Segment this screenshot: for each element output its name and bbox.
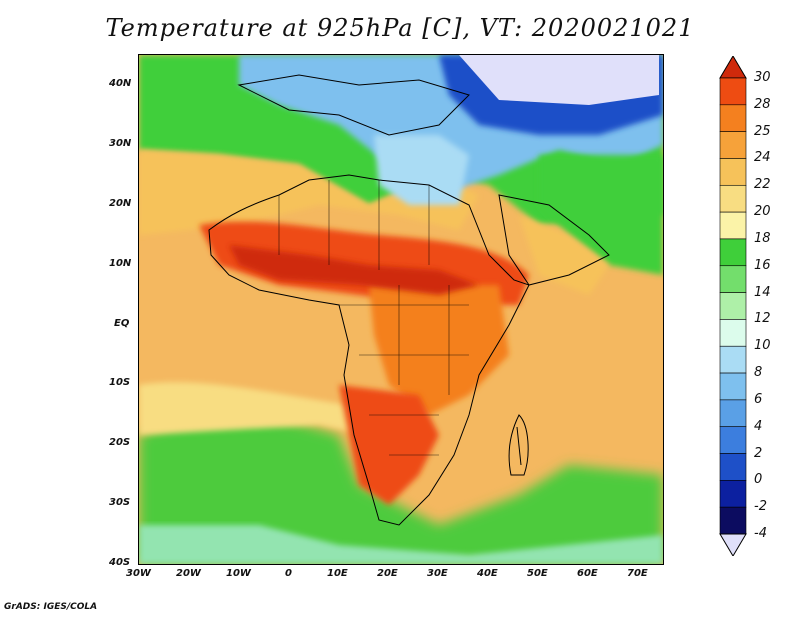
colorbar-swatch bbox=[719, 345, 747, 374]
colorbar-swatch bbox=[719, 426, 747, 454]
lat-tick-label: 30S bbox=[109, 497, 131, 508]
colorbar-swatch bbox=[719, 211, 747, 240]
colorbar-swatch bbox=[719, 399, 747, 428]
colorbar-tick-label: 30 bbox=[754, 70, 771, 85]
colorbar-top-triangle bbox=[719, 56, 747, 79]
coastlines bbox=[208, 74, 610, 526]
colorbar-tick-label: 25 bbox=[754, 123, 771, 139]
colorbar-tick-label: 4 bbox=[754, 418, 763, 434]
colorbar-tick-label: 16 bbox=[754, 257, 771, 273]
lat-tick-label: 10N bbox=[109, 258, 132, 269]
lon-tick-label: 10W bbox=[226, 568, 251, 579]
colorbar-swatch bbox=[719, 184, 747, 213]
lon-tick-label: 70E bbox=[627, 568, 648, 579]
colorbar-swatch bbox=[719, 104, 747, 132]
arabia-yellow bbox=[519, 215, 609, 295]
chart-title: Temperature at 925hPa [C], VT: 202002102… bbox=[105, 14, 695, 42]
north-yellow-band bbox=[139, 150, 479, 235]
lat-tick-label: 40N bbox=[109, 78, 132, 89]
lat-tick-label: EQ bbox=[114, 318, 130, 329]
colorbar-swatch bbox=[719, 158, 747, 186]
south-ocean-yellow-band bbox=[139, 382, 369, 435]
colorbar-tick-label: 2 bbox=[754, 445, 763, 461]
colorbar-tick-label: 8 bbox=[754, 365, 763, 381]
colorbar-tick-label: 12 bbox=[754, 311, 771, 327]
arabia-outline bbox=[498, 194, 610, 286]
lon-tick-label: 20E bbox=[377, 568, 398, 579]
colorbar-tick-label: 28 bbox=[754, 96, 771, 112]
colorbar-swatch bbox=[719, 292, 747, 320]
footer-credit: GrADS: IGES/COLA bbox=[4, 602, 98, 612]
colorbar-tick-label: 10 bbox=[754, 338, 771, 354]
colorbar-swatch bbox=[719, 265, 747, 293]
europe-outline bbox=[237, 74, 470, 136]
colorbar-tick-label: -4 bbox=[754, 526, 767, 541]
colorbar-bottom-triangle bbox=[719, 533, 747, 556]
hot-core-red bbox=[229, 245, 479, 295]
colorbar-swatch bbox=[719, 131, 747, 159]
saharan-blue bbox=[374, 135, 469, 205]
colorbar bbox=[719, 56, 747, 556]
lat-tick-label: 30N bbox=[109, 138, 132, 149]
lon-tick-label: 30W bbox=[126, 568, 151, 579]
colorbar-tick-label: 14 bbox=[754, 284, 771, 300]
arabia-green bbox=[539, 155, 663, 275]
colorbar-tick-label: 22 bbox=[754, 177, 771, 193]
south-ocean-green bbox=[139, 416, 663, 564]
lon-tick-label: 40E bbox=[477, 568, 498, 579]
country-borders bbox=[278, 180, 469, 456]
colorbar-tick-label: -2 bbox=[754, 499, 767, 515]
lat-tick-label: 20N bbox=[109, 198, 132, 209]
madagascar-detail bbox=[516, 426, 522, 466]
temperature-map bbox=[138, 54, 664, 565]
colorbar-swatch bbox=[719, 77, 747, 106]
lon-tick-label: 60E bbox=[577, 568, 598, 579]
colorbar-tick-label: 6 bbox=[754, 391, 763, 407]
lat-tick-label: 40S bbox=[109, 557, 131, 568]
lon-tick-label: 0 bbox=[285, 568, 292, 579]
south-ocean-lightgreen bbox=[139, 525, 663, 564]
colorbar-tick-label: 18 bbox=[754, 230, 771, 246]
lon-tick-label: 20W bbox=[176, 568, 201, 579]
colorbar-swatch bbox=[719, 238, 747, 267]
lon-tick-label: 30E bbox=[427, 568, 448, 579]
lat-tick-label: 20S bbox=[109, 437, 131, 448]
colorbar-swatch bbox=[719, 372, 747, 401]
lat-tick-label: 10S bbox=[109, 377, 131, 388]
madagascar-outline bbox=[508, 414, 529, 476]
colorbar-swatch bbox=[719, 453, 747, 481]
lon-tick-label: 10E bbox=[327, 568, 348, 579]
colorbar-tick-label: 0 bbox=[754, 472, 763, 488]
colorbar-swatch bbox=[719, 506, 747, 535]
colorbar-tick-label: 20 bbox=[754, 204, 771, 220]
colorbar-swatch bbox=[719, 480, 747, 508]
africa-coastline bbox=[208, 174, 530, 526]
lon-tick-label: 50E bbox=[527, 568, 548, 579]
cold-region-lavender bbox=[459, 55, 659, 105]
colorbar-tick-label: 24 bbox=[754, 150, 771, 166]
hot-central-africa bbox=[369, 285, 509, 415]
colorbar-swatch bbox=[719, 319, 747, 347]
